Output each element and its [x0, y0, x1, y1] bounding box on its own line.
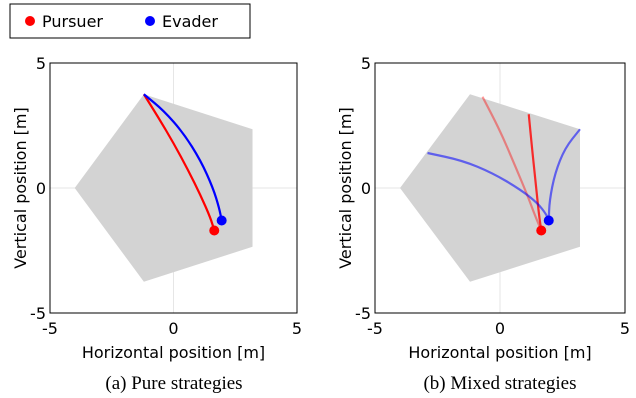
y-tick-label: 5 [36, 54, 46, 73]
pursuer-trajectory [527, 114, 543, 231]
panel-caption: (a) Pure strategies [105, 373, 242, 394]
evader-trajectory [143, 93, 223, 221]
legend-pursuer-marker [25, 16, 35, 26]
arena-region [74, 94, 253, 282]
tick-labels: -5 0 5 -5 0 5 [355, 54, 630, 338]
trajectories [427, 96, 581, 231]
pursuer-trajectory [481, 96, 543, 231]
y-tick-label: 5 [361, 54, 371, 73]
x-tick-label: 5 [292, 319, 302, 338]
y-axis-label: Vertical position [m] [11, 107, 30, 269]
x-tick-label: 0 [168, 319, 178, 338]
x-axis-label: Horizontal position [m] [408, 343, 591, 362]
legend-pursuer-label: Pursuer [42, 12, 103, 31]
arena-region [400, 94, 580, 282]
plot-frame [49, 62, 298, 314]
trajectories [142, 93, 223, 231]
x-tick-label: 0 [495, 319, 505, 338]
legend: Pursuer Evader [9, 3, 251, 39]
evader-trajectory [547, 128, 581, 221]
plot-frame [374, 62, 626, 314]
pursuer-position-marker [536, 225, 547, 236]
y-tick-label: -5 [355, 304, 371, 323]
tick-labels: -5 0 5 -5 0 5 [30, 54, 302, 338]
panel-mixed-strategies: -5 0 5 -5 0 5 Horizontal position [m] Vertica… [336, 54, 630, 394]
y-tick-label: 0 [361, 179, 371, 198]
y-tick-label: 0 [36, 179, 46, 198]
x-tick-label: -5 [367, 319, 383, 338]
final-positions [536, 215, 554, 236]
final-positions [209, 215, 227, 236]
legend-evader-marker [145, 16, 155, 26]
x-tick-label: -5 [42, 319, 58, 338]
legend-frame [9, 3, 251, 39]
panel-pure-strategies: -5 0 5 -5 0 5 Horizontal position [m] Vertica… [11, 54, 302, 394]
evader-position-marker [543, 215, 554, 226]
y-axis-label: Vertical position [m] [336, 107, 355, 269]
legend-evader-label: Evader [162, 12, 218, 31]
pursuer-trajectory [142, 93, 216, 231]
y-tick-label: -5 [30, 304, 46, 323]
evader-trajectory [427, 151, 550, 221]
x-axis-label: Horizontal position [m] [82, 343, 265, 362]
pursuer-position-marker [209, 225, 220, 236]
evader-position-marker [216, 215, 227, 226]
panel-caption: (b) Mixed strategies [423, 373, 576, 394]
x-tick-label: 5 [620, 319, 630, 338]
